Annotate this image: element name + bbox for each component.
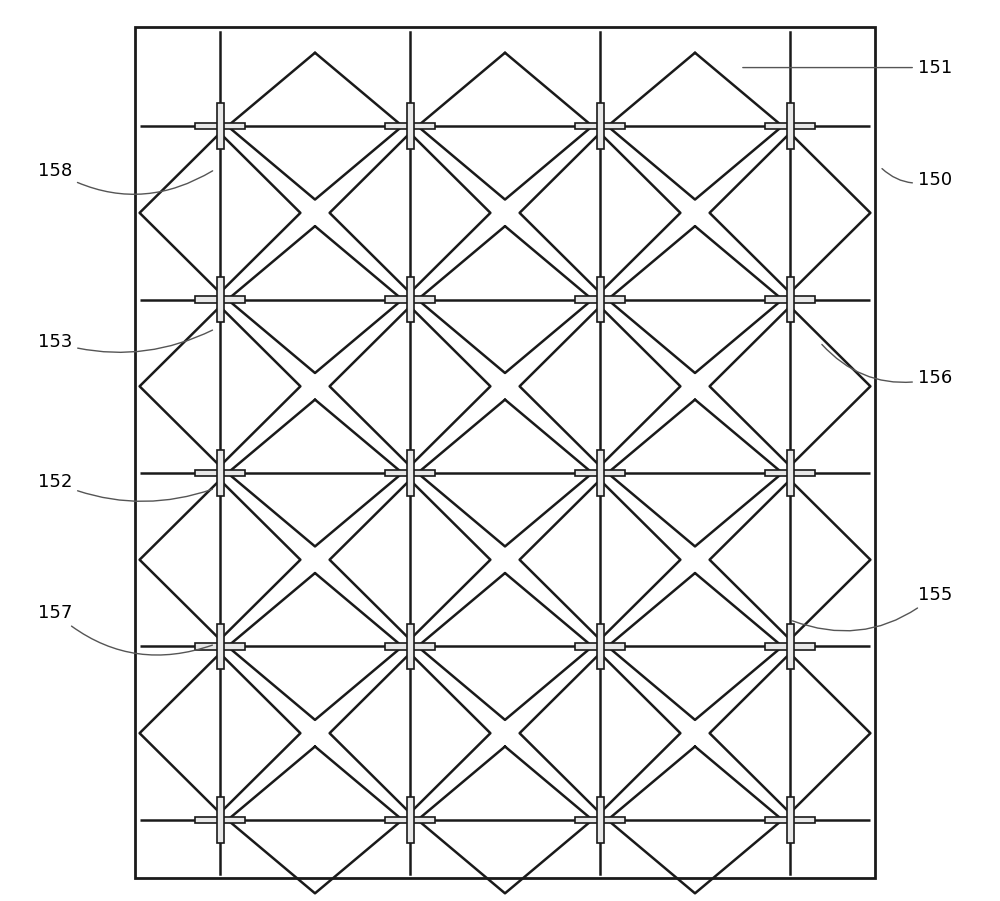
- Text: 150: 150: [882, 168, 952, 189]
- Text: 151: 151: [743, 59, 952, 77]
- Text: 155: 155: [793, 586, 952, 631]
- Bar: [575, 470, 625, 476]
- Bar: [217, 104, 224, 149]
- Bar: [195, 817, 245, 824]
- Bar: [217, 797, 224, 842]
- Bar: [787, 623, 794, 669]
- Bar: [195, 123, 245, 129]
- Bar: [195, 470, 245, 476]
- Bar: [217, 623, 224, 669]
- Bar: [765, 643, 815, 650]
- Bar: [575, 817, 625, 824]
- Text: 157: 157: [38, 604, 212, 655]
- Bar: [787, 277, 794, 323]
- Bar: [195, 296, 245, 303]
- Bar: [385, 643, 435, 650]
- Bar: [765, 123, 815, 129]
- Bar: [406, 104, 414, 149]
- Text: 152: 152: [38, 473, 212, 501]
- Bar: [195, 643, 245, 650]
- Bar: [787, 450, 794, 496]
- Text: 158: 158: [38, 162, 213, 195]
- Bar: [575, 643, 625, 650]
- Bar: [406, 623, 414, 669]
- Bar: [787, 797, 794, 842]
- Bar: [787, 104, 794, 149]
- Bar: [765, 817, 815, 824]
- Bar: [135, 27, 875, 878]
- Bar: [765, 470, 815, 476]
- Text: 153: 153: [38, 330, 213, 352]
- Bar: [575, 123, 625, 129]
- Bar: [385, 470, 435, 476]
- Bar: [406, 797, 414, 842]
- Bar: [406, 277, 414, 323]
- Bar: [385, 296, 435, 303]
- Bar: [765, 296, 815, 303]
- Bar: [597, 450, 604, 496]
- Bar: [217, 450, 224, 496]
- Bar: [597, 797, 604, 842]
- Text: 156: 156: [822, 344, 952, 387]
- Bar: [597, 623, 604, 669]
- Bar: [385, 123, 435, 129]
- Bar: [406, 450, 414, 496]
- Bar: [575, 296, 625, 303]
- Bar: [385, 817, 435, 824]
- Bar: [597, 104, 604, 149]
- Bar: [217, 277, 224, 323]
- Bar: [597, 277, 604, 323]
